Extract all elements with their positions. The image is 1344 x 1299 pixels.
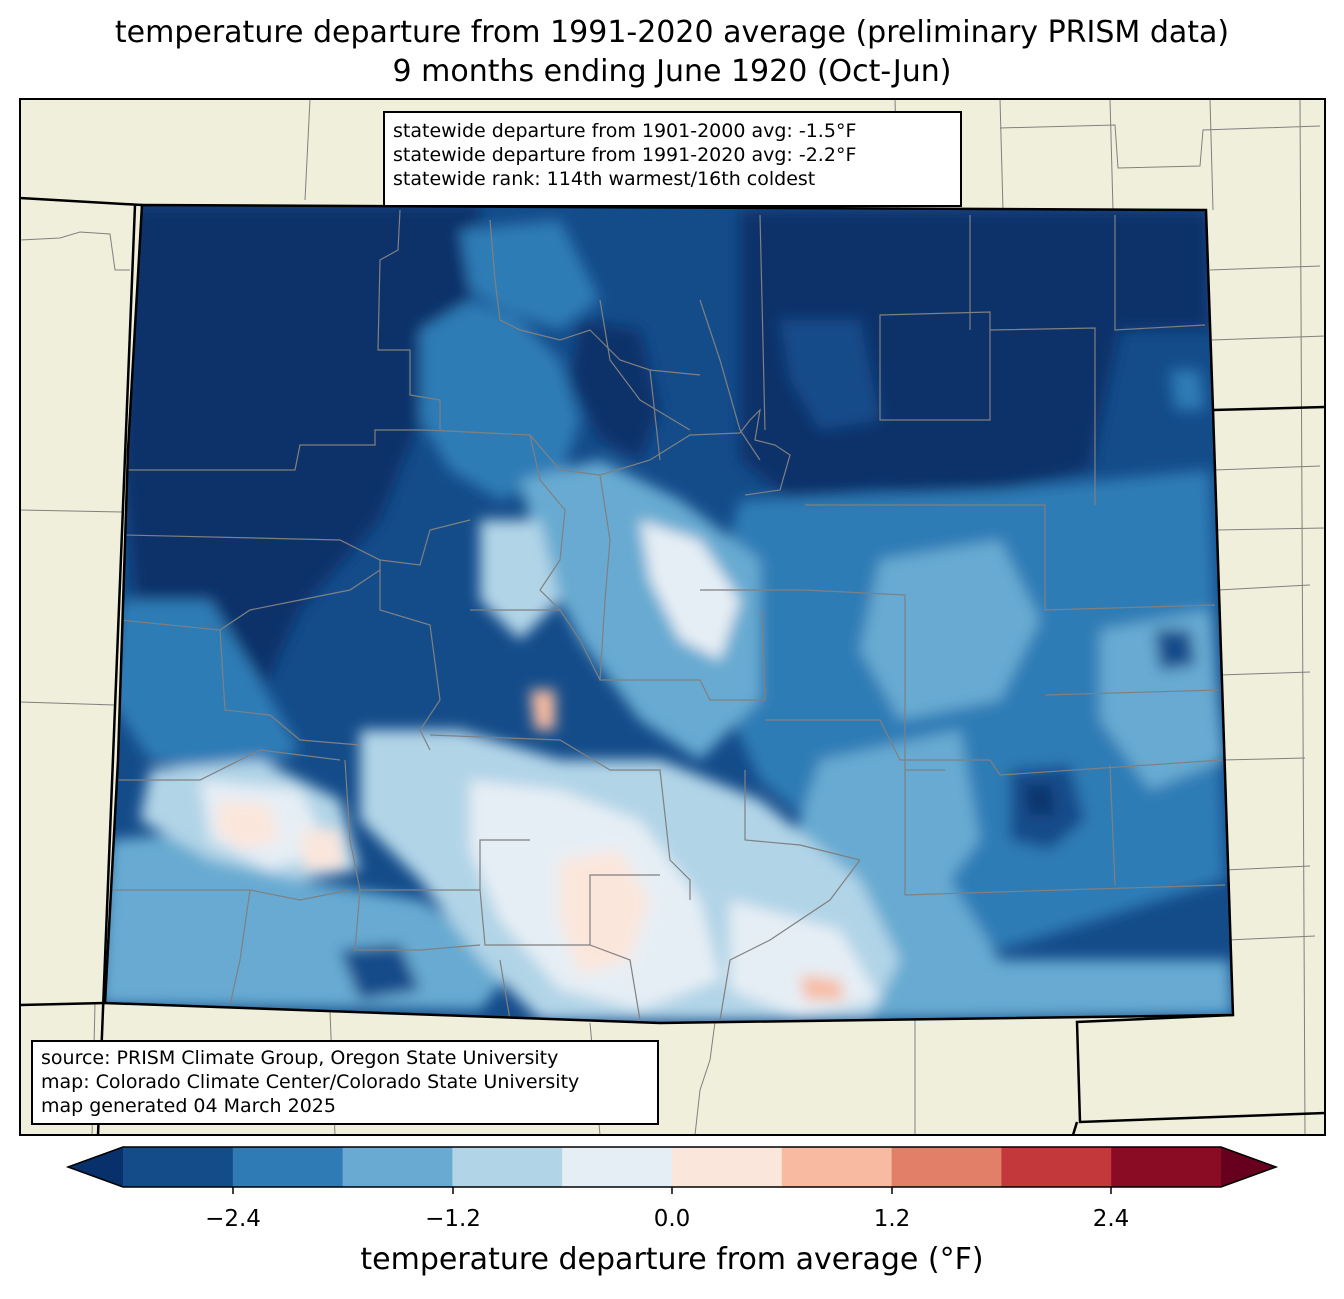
source-line: source: PRISM Climate Group, Oregon Stat… (41, 1047, 559, 1069)
map-title-line1: temperature departure from 1991-2020 ave… (114, 15, 1230, 50)
colorbar-segment (1001, 1147, 1112, 1187)
colorbar-high-arrow (1221, 1147, 1276, 1187)
colorbar-title: temperature departure from average (°F) (360, 1242, 984, 1277)
colorbar-segment (232, 1147, 344, 1187)
colorbar (65, 1146, 1279, 1194)
map-credit-line: map: Colorado Climate Center/Colorado St… (41, 1071, 580, 1093)
generated-date-line: map generated 04 March 2025 (41, 1095, 336, 1117)
colorbar-tick-marks (232, 1187, 1112, 1194)
neighbor-state-borders (20, 196, 1325, 1135)
colorbar-segment (891, 1147, 1002, 1187)
county-boundaries (110, 209, 1226, 1021)
map-frame (19, 98, 1326, 1136)
colorbar-tick-label: −1.2 (425, 1206, 481, 1232)
stat-departure-1991-2020: statewide departure from 1991-2020 avg: … (393, 144, 857, 166)
colorbar-segment (562, 1147, 673, 1187)
colorbar-segment (672, 1147, 783, 1187)
colorbar-segment (781, 1147, 893, 1187)
map-title-line2: 9 months ending June 1920 (Oct-Jun) (392, 54, 952, 89)
colorbar-tick-label: 2.4 (1092, 1206, 1130, 1232)
colorbar-segments (123, 1147, 1222, 1187)
statewide-stats-box: statewide departure from 1901-2000 avg: … (383, 111, 962, 207)
source-info-box: source: PRISM Climate Group, Oregon Stat… (31, 1040, 659, 1125)
colorbar-tick-label: −2.4 (205, 1206, 261, 1232)
colorbar-tick-label: 1.2 (873, 1206, 911, 1232)
colorado-state-border (103, 203, 1235, 1025)
colorbar-low-arrow (68, 1147, 123, 1187)
stat-rank: statewide rank: 114th warmest/16th colde… (393, 168, 816, 190)
temperature-departure-field (105, 205, 1233, 1023)
stat-departure-1901-2000: statewide departure from 1901-2000 avg: … (393, 120, 857, 142)
neighbor-county-lines (20, 99, 1325, 1135)
colorbar-segment (452, 1147, 563, 1187)
colorbar-segment (123, 1147, 234, 1187)
colorbar-segment (1111, 1147, 1222, 1187)
colorbar-tick-label: 0.0 (653, 1206, 691, 1232)
colorbar-segment (342, 1147, 453, 1187)
